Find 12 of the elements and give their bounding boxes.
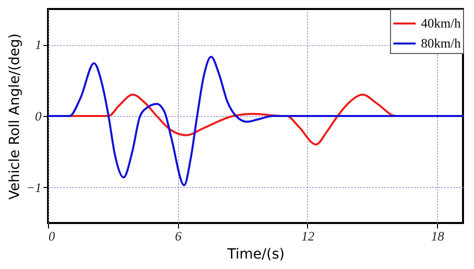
legend-label: 40km/h	[421, 16, 462, 30]
legend-label: 80km/h	[421, 36, 462, 50]
x-axis-title: Time/(s)	[226, 246, 285, 262]
y-tick-label: 0	[35, 108, 42, 124]
x-tick-label: 12	[301, 228, 315, 244]
y-tick-label: −1	[26, 180, 42, 195]
line-series	[48, 56, 463, 186]
x-tick-label: 0	[48, 228, 56, 244]
x-tick-label: 6	[174, 228, 182, 244]
y-tick-label: 1	[35, 37, 42, 52]
y-axis-title: Vehicle Roll Angle/(deg)	[7, 33, 24, 200]
x-tick-label: 18	[431, 228, 445, 244]
